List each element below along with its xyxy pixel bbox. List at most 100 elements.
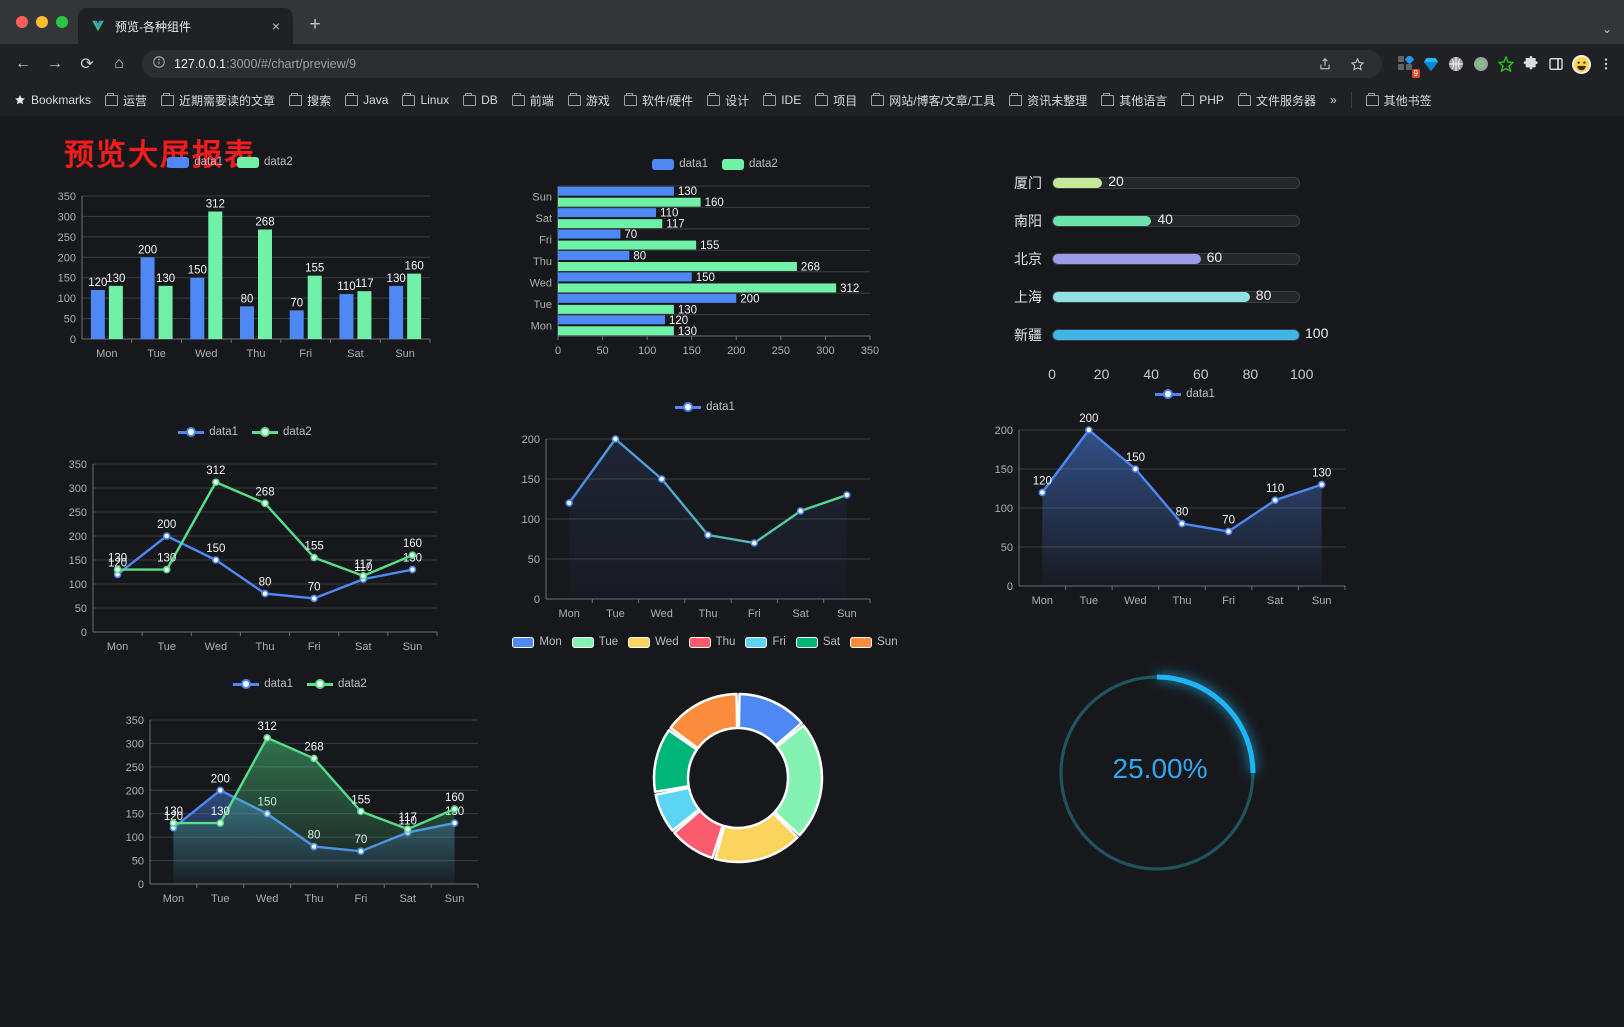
avatar-icon[interactable]: [1571, 54, 1591, 74]
bookmark-folder-10[interactable]: IDE: [757, 90, 807, 110]
bookmark-folder-6[interactable]: 前端: [506, 89, 560, 112]
legend-item-wed[interactable]: Wed: [628, 636, 679, 648]
bookmark-folder-11[interactable]: 项目: [809, 89, 863, 112]
browser-tab[interactable]: 预览-各种组件 ×: [78, 8, 293, 44]
chevron-down-icon[interactable]: ⌄: [1601, 22, 1612, 36]
circle-green-icon[interactable]: [1471, 54, 1491, 74]
legend-item-data1[interactable]: data1: [178, 426, 238, 438]
puzzle-blue-icon[interactable]: 9: [1396, 54, 1420, 78]
chart-bar-horizontal[interactable]: data1 data2 0 50 100 150 200 250 300 350 Sun 130 1…: [510, 158, 900, 388]
legend-label: data1: [706, 401, 735, 413]
svg-text:Sun: Sun: [403, 641, 423, 653]
bookmark-folder-3[interactable]: Java: [339, 90, 394, 110]
bookmark-folder-5[interactable]: DB: [457, 90, 504, 110]
diamond-icon[interactable]: [1421, 54, 1441, 74]
svg-text:300: 300: [69, 483, 87, 495]
bookmark-item-bookmarks[interactable]: Bookmarks: [8, 90, 97, 110]
legend-item-thu[interactable]: Thu: [688, 636, 735, 648]
legend-item-data1[interactable]: data1: [675, 401, 735, 413]
legend-swatch: [252, 426, 278, 438]
svg-text:0: 0: [534, 594, 540, 606]
info-icon[interactable]: [152, 55, 166, 74]
bookmark-folder-8[interactable]: 软件/硬件: [618, 89, 699, 112]
progress-fill: [1053, 178, 1103, 188]
chart-line-two-series[interactable]: data1 data2 0 50 100 150 200 250 300 350 Mon Tue W…: [45, 426, 445, 676]
progress-row[interactable]: 北京 60: [1000, 240, 1400, 278]
folder-icon: [1181, 92, 1195, 106]
chart-line-gradient[interactable]: data1 0 50 100 150 200 Mon Tue Wed Thu Fri Sat Sun: [500, 401, 890, 651]
legend-item-sat[interactable]: Sat: [795, 636, 840, 648]
bookmark-label: 网站/博客/文章/工具: [889, 93, 996, 108]
legend-swatch: [795, 636, 818, 648]
puzzle-icon[interactable]: [1521, 54, 1541, 74]
svg-text:160: 160: [705, 197, 724, 209]
bookmark-label: 其他书签: [1383, 93, 1432, 108]
chart-area-single[interactable]: data1 0 50 100 150 200 Mon Tue Wed Thu Fri Sat Sun 1…: [975, 388, 1365, 638]
sidepanel-icon[interactable]: [1546, 54, 1566, 74]
legend-item-sun[interactable]: Sun: [850, 636, 898, 648]
svg-text:Sun: Sun: [532, 192, 552, 204]
bookmark-folder-4[interactable]: Linux: [396, 90, 455, 110]
bookmark-folder-13[interactable]: 资讯未整理: [1003, 89, 1093, 112]
legend-item-mon[interactable]: Mon: [512, 636, 562, 648]
svg-text:Sun: Sun: [837, 608, 857, 620]
progress-row[interactable]: 厦门 20: [1000, 164, 1400, 202]
legend-item-fri[interactable]: Fri: [745, 636, 786, 648]
back-icon[interactable]: ←: [15, 55, 31, 72]
legend-item-data1[interactable]: data1: [167, 156, 223, 168]
bookmark-folder-16[interactable]: 文件服务器: [1232, 89, 1322, 112]
bookmark-folder-1[interactable]: 近期需要读的文章: [155, 89, 281, 112]
address-bar[interactable]: 127.0.0.1:3000/#/chart/preview/9: [142, 50, 1382, 78]
window-controls[interactable]: [12, 0, 78, 44]
bookmark-folder-7[interactable]: 游戏: [562, 89, 616, 112]
bookmark-folder-15[interactable]: PHP: [1175, 90, 1230, 110]
globe-gray-icon[interactable]: [1446, 54, 1466, 74]
bookmark-folder-other[interactable]: 其他书签: [1360, 89, 1438, 112]
svg-text:150: 150: [1126, 452, 1145, 464]
legend-item-data1[interactable]: data1: [1155, 388, 1215, 400]
progress-row[interactable]: 上海 80: [1000, 278, 1400, 316]
chart-donut[interactable]: Mon Tue Wed Thu Fri Sat Sun: [495, 636, 915, 916]
legend-item-data1[interactable]: data1: [233, 678, 293, 690]
chart-area-two-series[interactable]: data1 data2 0 50 100 150 200 250 300 350 Mon Tue W…: [100, 678, 500, 928]
legend-item-tue[interactable]: Tue: [571, 636, 618, 648]
close-window-button[interactable]: [16, 16, 28, 28]
progress-row[interactable]: 新疆 100: [1000, 316, 1400, 354]
legend-item-data2[interactable]: data2: [722, 158, 778, 170]
legend-item-data2[interactable]: data2: [307, 678, 367, 690]
chart-bar-vertical[interactable]: data1 data2 0 50 100 150 200 250 300 350 Mon 120 1…: [40, 156, 440, 386]
star-green-icon[interactable]: [1496, 54, 1516, 74]
legend-item-data2[interactable]: data2: [252, 426, 312, 438]
reload-icon[interactable]: ⟳: [80, 56, 94, 73]
forward-icon[interactable]: →: [47, 55, 63, 72]
svg-text:130: 130: [678, 304, 697, 316]
svg-text:Sat: Sat: [535, 213, 552, 225]
minimize-window-button[interactable]: [36, 16, 48, 28]
bookmark-folder-0[interactable]: 运营: [99, 89, 153, 112]
chart-gauge[interactable]: 25.00%: [1035, 651, 1285, 901]
chart-progress-bars[interactable]: 厦门 20 南阳 40 北京 60 上海 80 新疆 100 0 20 40 60 80 100: [1000, 164, 1400, 414]
close-tab-button[interactable]: ×: [271, 18, 281, 34]
svg-text:268: 268: [255, 486, 274, 498]
new-tab-button[interactable]: +: [309, 14, 321, 35]
legend-item-data2[interactable]: data2: [237, 156, 293, 168]
home-icon[interactable]: ⌂: [114, 55, 124, 72]
svg-text:Wed: Wed: [1124, 595, 1146, 607]
bookmark-folder-14[interactable]: 其他语言: [1095, 89, 1173, 112]
bookmarks-overflow-button[interactable]: »: [1329, 93, 1337, 107]
maximize-window-button[interactable]: [56, 16, 68, 28]
share-icon[interactable]: [1310, 49, 1340, 79]
bookmark-label: 资讯未整理: [1027, 93, 1088, 108]
bookmark-folder-9[interactable]: 设计: [701, 89, 755, 112]
progress-value: 40: [1157, 211, 1173, 227]
legend-item-data1[interactable]: data1: [652, 158, 708, 170]
svg-text:250: 250: [58, 232, 76, 244]
bookmark-folder-2[interactable]: 搜索: [283, 89, 337, 112]
svg-text:130: 130: [211, 806, 230, 818]
menu-icon[interactable]: [1596, 54, 1616, 74]
bookmark-star-icon[interactable]: [1342, 49, 1372, 79]
bookmark-folder-12[interactable]: 网站/博客/文章/工具: [865, 89, 1001, 112]
legend-swatch: [233, 678, 260, 690]
progress-row[interactable]: 南阳 40: [1000, 202, 1400, 240]
progress-rows: 厦门 20 南阳 40 北京 60 上海 80 新疆 100: [1000, 164, 1400, 354]
